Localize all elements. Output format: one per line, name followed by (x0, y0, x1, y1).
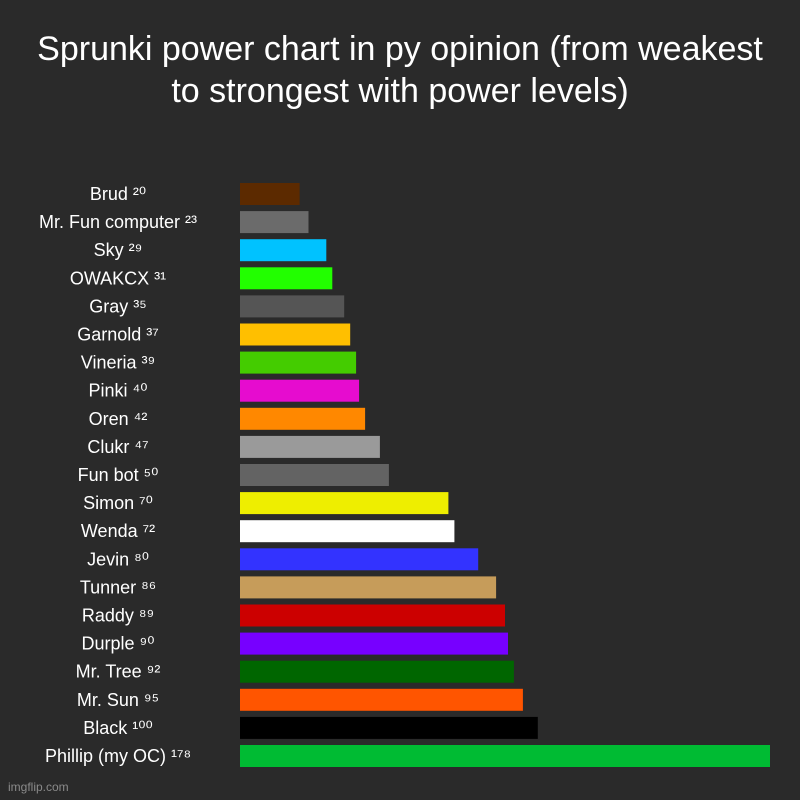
bar (240, 576, 497, 599)
category-label: Brud ²⁰ (90, 184, 146, 204)
bar (240, 745, 770, 767)
bar (240, 267, 333, 290)
watermark: imgflip.com (8, 780, 69, 794)
bar (240, 716, 538, 739)
bar (240, 379, 360, 402)
bar (240, 520, 455, 543)
category-label: Tunner ⁸⁶ (80, 577, 156, 597)
category-label: Pinki ⁴⁰ (89, 381, 148, 401)
category-label: Sky ²⁹ (94, 240, 143, 260)
category-label: Jevin ⁸⁰ (87, 549, 149, 569)
category-label: Garnold ³⁷ (77, 325, 159, 345)
bar (240, 407, 366, 430)
bar (240, 604, 505, 627)
category-label: Fun bot ⁵⁰ (78, 465, 159, 485)
category-label: Clukr ⁴⁷ (87, 437, 148, 457)
category-label: Simon ⁷⁰ (83, 493, 153, 513)
bar (240, 295, 345, 318)
category-label: Durple ⁹⁰ (82, 634, 155, 654)
bar (240, 660, 514, 683)
category-label: OWAKCX ³¹ (70, 268, 166, 288)
category-label: Gray ³⁵ (89, 296, 146, 316)
category-label: Black ¹⁰⁰ (83, 718, 152, 738)
bar (240, 323, 351, 346)
category-label: Raddy ⁸⁹ (82, 606, 154, 626)
category-label: Vineria ³⁹ (81, 353, 155, 373)
bar (240, 435, 380, 458)
category-label: Mr. Fun computer ²³ (39, 212, 197, 232)
bar (240, 211, 309, 234)
bar (240, 239, 327, 262)
bar (240, 492, 449, 515)
bar (240, 632, 508, 655)
category-label: Wenda ⁷² (81, 521, 155, 541)
chart-title: Sprunki power chart in py opinion (from … (37, 30, 763, 110)
category-label: Phillip (my OC) ¹⁷⁸ (45, 746, 191, 766)
category-label: Mr. Tree ⁹² (76, 662, 161, 682)
bar (240, 183, 300, 205)
bar (240, 351, 357, 374)
bar (240, 688, 523, 711)
category-label: Oren ⁴² (89, 409, 148, 429)
category-label: Mr. Sun ⁹⁵ (77, 690, 159, 710)
bar (240, 464, 389, 486)
bar (240, 548, 479, 571)
